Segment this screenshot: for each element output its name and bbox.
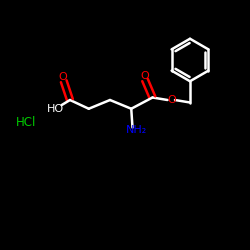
Text: O: O <box>167 95 175 105</box>
Text: HCl: HCl <box>16 116 36 129</box>
Text: NH₂: NH₂ <box>126 125 147 135</box>
Text: HO: HO <box>46 104 64 114</box>
Text: O: O <box>58 72 67 82</box>
Text: O: O <box>140 71 149 81</box>
